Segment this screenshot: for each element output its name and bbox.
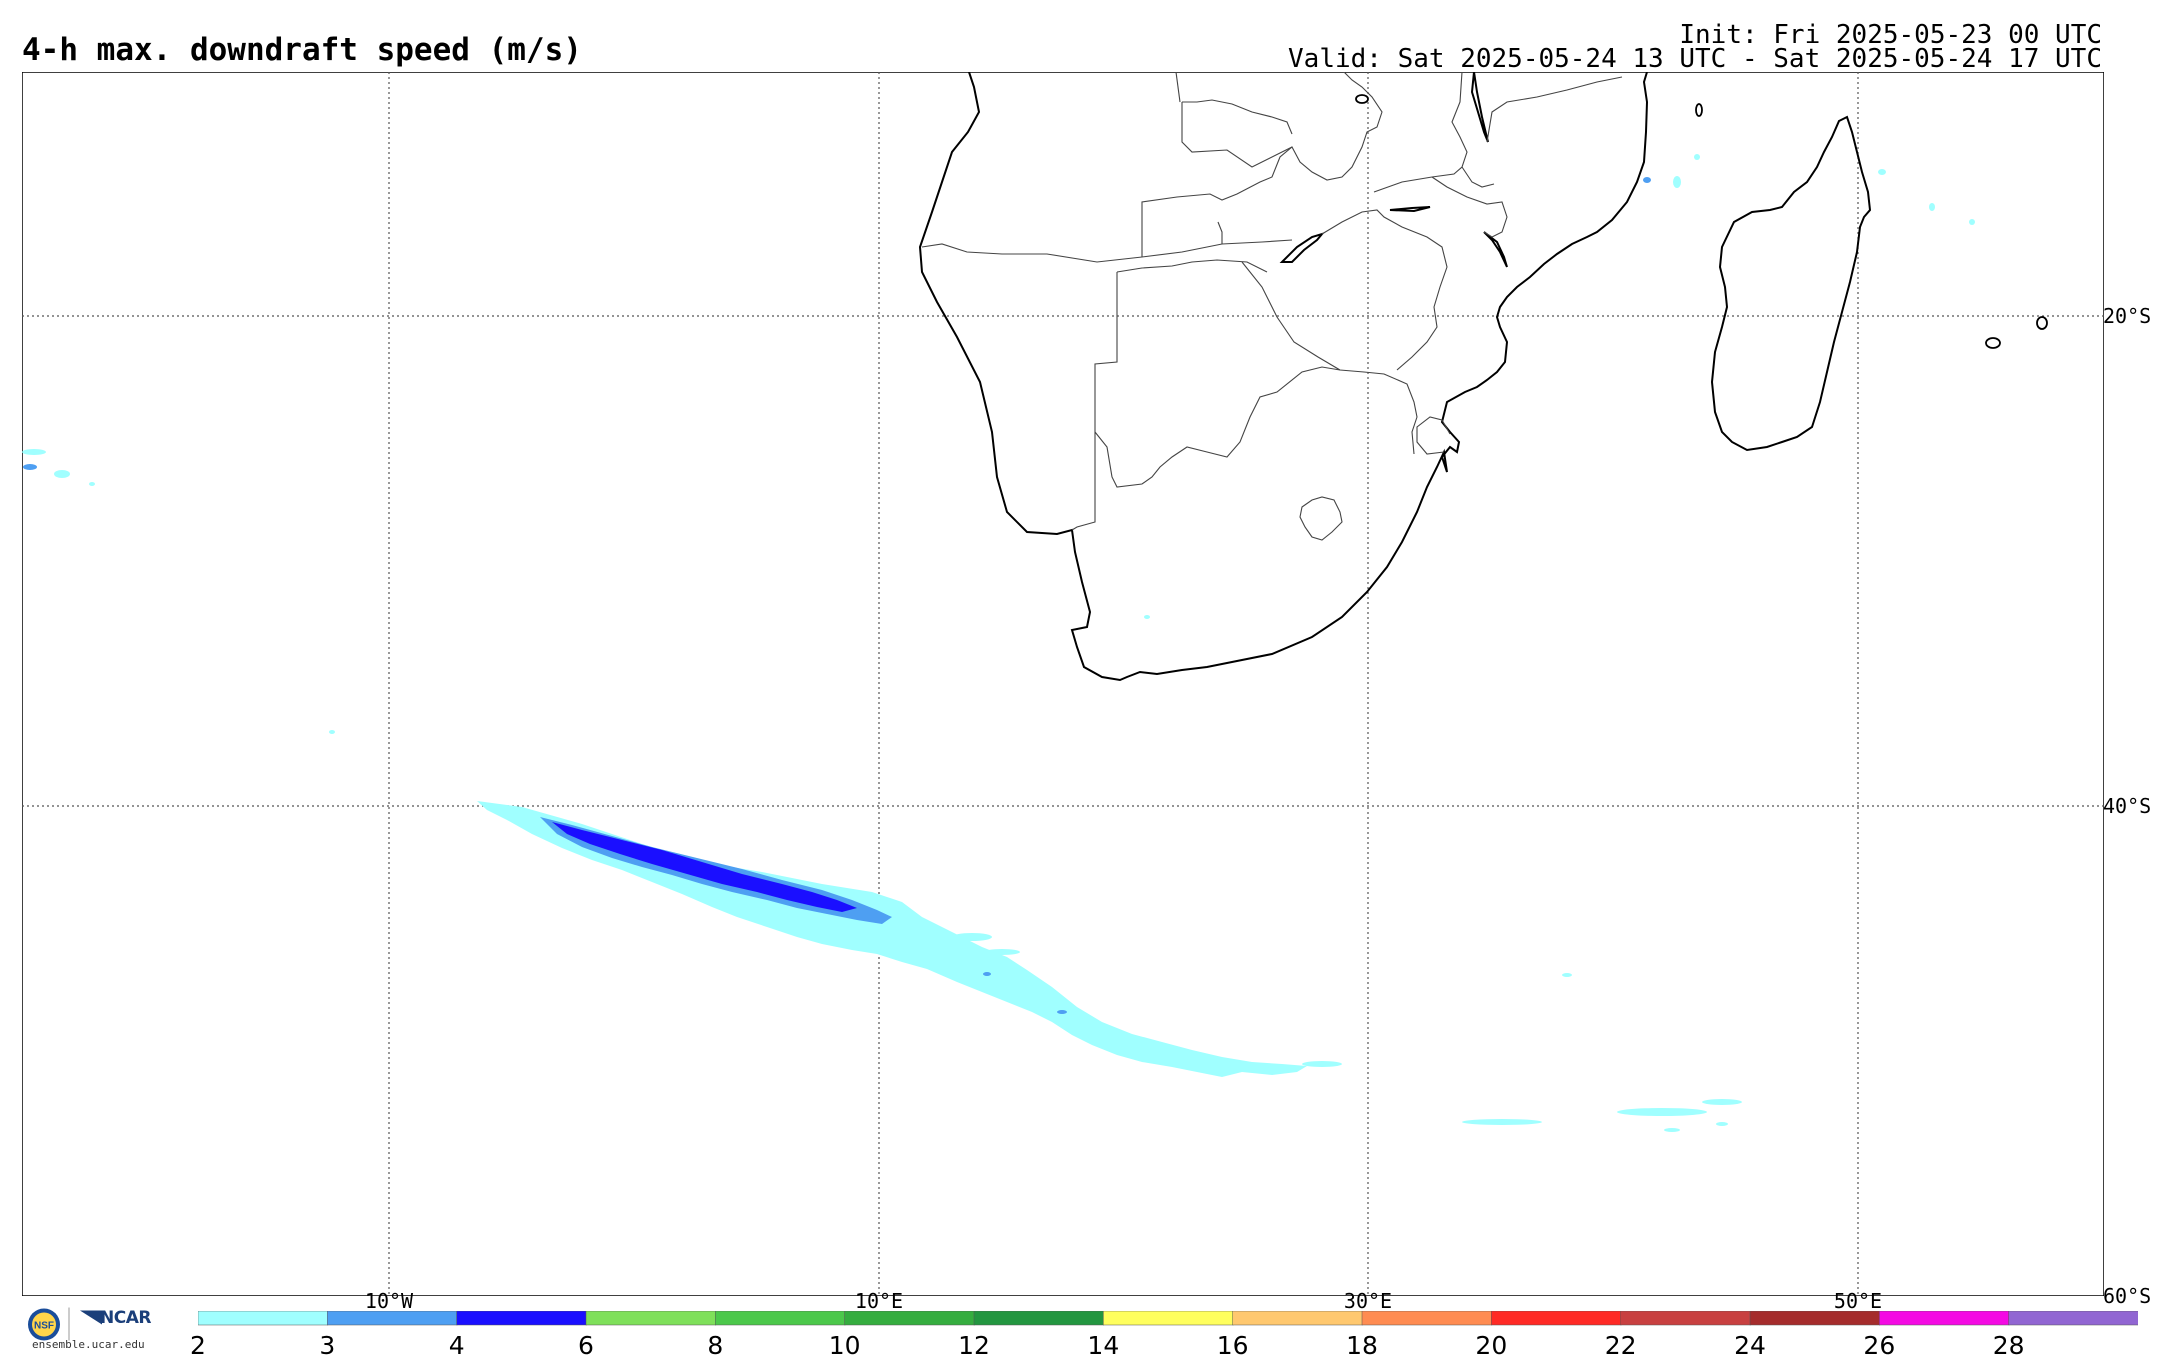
cell-4 — [1664, 1128, 1680, 1132]
cell-15 — [1929, 203, 1935, 211]
lake-kariba — [1279, 232, 1325, 263]
cell-8 — [952, 933, 992, 941]
website-label: ensemble.ucar.edu — [32, 1338, 145, 1351]
colorbar-segment-10 — [1491, 1311, 1622, 1326]
island-reunion — [2036, 316, 2048, 330]
colorbar-segment-5 — [844, 1311, 975, 1326]
blue-cells — [23, 177, 1651, 1014]
cell-14 — [1878, 169, 1886, 175]
lake-cahora — [1389, 206, 1431, 213]
lake-cahora-mozambique — [1483, 231, 1508, 268]
cell-9 — [984, 949, 1020, 955]
colorbar-segment-7 — [1103, 1311, 1234, 1326]
cell-5 — [1716, 1122, 1728, 1126]
cell-1 — [1462, 1119, 1542, 1125]
colorbar-segment-4 — [715, 1311, 846, 1326]
lat-label-40s: 40°S — [2103, 794, 2152, 818]
colorbar-segment-9 — [1361, 1311, 1493, 1326]
lat-label-20s: 20°S — [2103, 304, 2152, 328]
colorbar-segment-11 — [1620, 1311, 1751, 1326]
valid-time: Valid: Sat 2025-05-24 13 UTC - Sat 2025-… — [1288, 44, 2102, 74]
colorbar-segment-6 — [973, 1311, 1105, 1326]
colorbar-segment-0 — [198, 1311, 329, 1326]
colorbar — [198, 1311, 2138, 1326]
gridlines — [22, 72, 2104, 1296]
colorbar-segment-13 — [1879, 1311, 2010, 1326]
country-borders — [921, 72, 1623, 541]
cell-18 — [1144, 615, 1150, 619]
lat-label-60s: 60°S — [2103, 1284, 2152, 1308]
cell-19 — [329, 730, 335, 734]
colorbar-segment-3 — [585, 1311, 717, 1326]
lon-label-50e: 50°E — [1833, 1289, 1883, 1313]
colorbar-segment-14 — [2008, 1311, 2138, 1326]
nsf-logo-inner — [32, 1312, 56, 1337]
colorbar-tick-label: 6 — [578, 1331, 594, 1360]
island-lake — [1355, 94, 1369, 104]
colorbar-tick-label: 18 — [1346, 1331, 1378, 1360]
cell-10 — [22, 449, 46, 455]
colorbar-segment-12 — [1749, 1311, 1881, 1326]
colorbar-tick-label: 14 — [1087, 1331, 1120, 1360]
cell-11 — [54, 470, 70, 478]
nsf-logo-text: NSF — [34, 1321, 54, 1332]
lake-malawi — [1470, 72, 1489, 143]
colorbar-segment-8 — [1232, 1311, 1363, 1326]
colorbar-tick-label: 24 — [1734, 1331, 1766, 1360]
cell-17 — [1694, 154, 1700, 160]
blue-cell-3 — [1057, 1010, 1067, 1014]
scattered-cells — [22, 154, 1975, 1132]
ncar-logo-mark — [80, 1310, 102, 1325]
colorbar-tick-label: 22 — [1604, 1331, 1637, 1360]
cell-3 — [1702, 1099, 1742, 1105]
colorbar-tick-label: 16 — [1216, 1331, 1249, 1360]
blue-cell-1 — [23, 464, 37, 470]
lon-label-30e: 30°E — [1343, 1289, 1393, 1313]
colorbar-tick-label: 12 — [958, 1331, 990, 1360]
cell-16 — [1969, 219, 1975, 225]
cell-13 — [1673, 176, 1681, 188]
colorbar-segment-1 — [327, 1311, 458, 1326]
init-time: Init: Fri 2025-05-23 00 UTC — [1679, 20, 2102, 50]
cell-7 — [1302, 1061, 1342, 1067]
map-panel — [22, 72, 2104, 1296]
colorbar-tick-label: 2 — [190, 1331, 206, 1360]
cell-2 — [1617, 1108, 1707, 1116]
lon-label-10e: 10°E — [854, 1289, 904, 1313]
island-mauritius — [1985, 337, 2001, 349]
blue-cell-2 — [1643, 177, 1651, 183]
colorbar-tick-label: 8 — [707, 1331, 724, 1360]
colorbar-tick-label: 28 — [1992, 1331, 2025, 1360]
colorbar-tick-label: 20 — [1475, 1331, 1508, 1360]
africa-coastline — [918, 72, 1649, 682]
cell-6 — [1562, 973, 1572, 977]
ncar-logo-text: NCAR — [100, 1308, 151, 1328]
colorbar-tick-label: 4 — [448, 1331, 465, 1360]
nsf-ncar-logo: NSF — [28, 1307, 102, 1341]
madagascar-coastline — [1710, 115, 1872, 452]
cell-12 — [89, 482, 95, 486]
map-frame — [22, 72, 2104, 1296]
colorbar-tick-label: 3 — [319, 1331, 336, 1360]
island-comoros — [1695, 103, 1703, 117]
contour-4-6 — [552, 822, 857, 912]
colorbar-tick-label: 26 — [1863, 1331, 1896, 1360]
blue-cell-4 — [983, 972, 991, 976]
map-title: 4-h max. downdraft speed (m/s) — [22, 32, 582, 68]
colorbar-segment-2 — [456, 1311, 587, 1326]
lon-label-10w: 10°W — [364, 1289, 414, 1313]
colorbar-tick-label: 10 — [828, 1331, 861, 1360]
downdraft-shading — [22, 154, 1975, 1132]
